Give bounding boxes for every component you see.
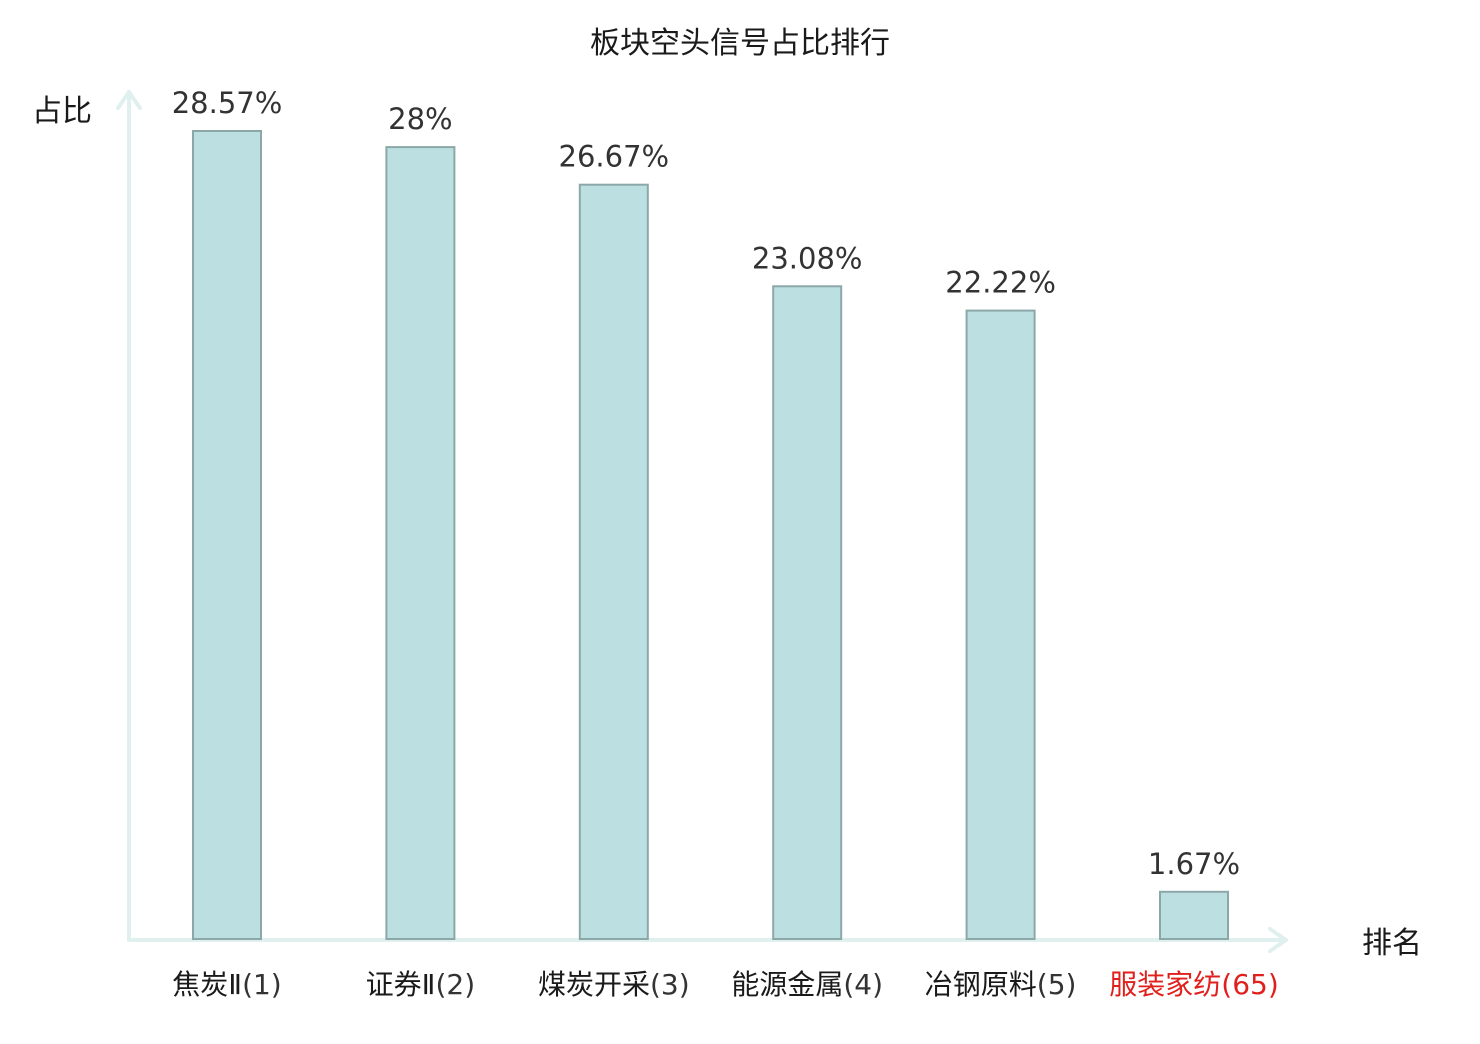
category-name: 焦炭Ⅱ bbox=[172, 968, 242, 1001]
category-rank: (5) bbox=[1037, 968, 1077, 1001]
category-rank: (2) bbox=[435, 968, 475, 1001]
axes bbox=[116, 90, 1288, 953]
category-name: 证券Ⅱ bbox=[366, 968, 436, 1001]
value-label-1: 28.57% bbox=[172, 86, 283, 120]
x-axis-arrow bbox=[1268, 927, 1288, 953]
category-label-1: 焦炭Ⅱ(1) bbox=[172, 968, 281, 1001]
bar-5 bbox=[965, 309, 1036, 941]
bar-2 bbox=[385, 146, 456, 941]
bar-1 bbox=[192, 130, 262, 940]
category-name: 冶钢原料 bbox=[925, 968, 1037, 1001]
bar-3 bbox=[578, 183, 649, 940]
category-name: 煤炭开采 bbox=[538, 968, 650, 1001]
value-labels: 28.57% 28% 26.67% 23.08% 22.22% 1.67% bbox=[172, 86, 1240, 881]
category-label-6: 服装家纺(65) bbox=[1109, 968, 1279, 1001]
value-label-3: 26.67% bbox=[559, 140, 670, 174]
chart-title: 板块空头信号占比排行 bbox=[590, 26, 890, 61]
category-label-2: 证券Ⅱ(2) bbox=[366, 968, 475, 1001]
category-rank: (1) bbox=[242, 968, 282, 1001]
category-rank: (4) bbox=[843, 968, 883, 1001]
y-axis-label: 占比 bbox=[32, 94, 92, 129]
bars bbox=[192, 130, 1229, 941]
bar-6 bbox=[1159, 890, 1229, 940]
x-axis-label: 排名 bbox=[1362, 926, 1422, 961]
category-labels: 焦炭Ⅱ(1) 证券Ⅱ(2) 煤炭开采(3) 能源金属(4) 冶钢原料(5) 服装家纺(65… bbox=[172, 968, 1278, 1001]
value-label-6: 1.67% bbox=[1148, 847, 1240, 881]
category-label-4: 能源金属(4) bbox=[731, 968, 883, 1001]
bar-4 bbox=[772, 285, 843, 940]
value-label-4: 23.08% bbox=[752, 241, 863, 275]
value-label-2: 28% bbox=[388, 102, 452, 136]
y-axis-arrow bbox=[116, 90, 142, 110]
category-label-3: 煤炭开采(3) bbox=[538, 968, 690, 1001]
category-name: 服装家纺 bbox=[1109, 968, 1221, 1001]
value-label-5: 22.22% bbox=[945, 266, 1056, 300]
category-rank: (3) bbox=[650, 968, 690, 1001]
category-label-5: 冶钢原料(5) bbox=[925, 968, 1077, 1001]
category-name: 能源金属 bbox=[731, 968, 843, 1001]
category-rank: (65) bbox=[1221, 968, 1278, 1001]
